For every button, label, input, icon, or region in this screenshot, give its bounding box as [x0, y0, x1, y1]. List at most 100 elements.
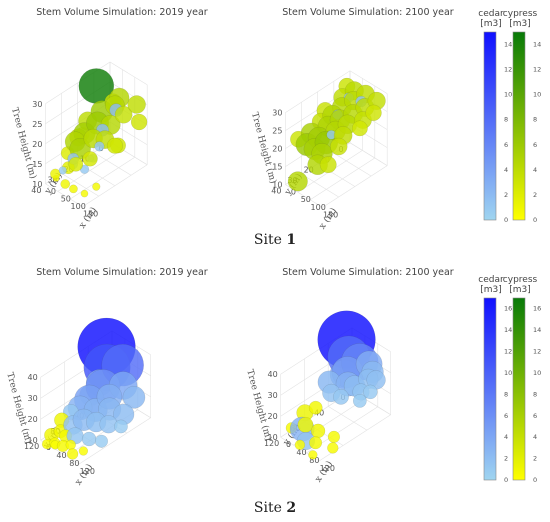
chart-3-title: Stem Volume Simulation: 2019 year — [36, 267, 208, 278]
cypress-point — [327, 430, 340, 443]
cypress-point — [114, 105, 133, 124]
cypress-colorbar-tick: 10 — [533, 91, 541, 99]
x-tick-label: 80 — [69, 459, 79, 468]
grid-line — [45, 183, 83, 207]
cypress-colorbar-tick: 2 — [533, 455, 537, 463]
x-tick-label: 100 — [71, 202, 86, 211]
chart-1: Stem Volume Simulation: 2019 year 10 15 20 2… — [9, 7, 208, 231]
grid-line — [328, 406, 368, 431]
x-tick-label: 80 — [309, 456, 319, 465]
cypress-point — [69, 184, 78, 194]
cypress-colorbar-tick: 14 — [533, 326, 541, 334]
cedar-colorbar-tick: 8 — [504, 116, 508, 124]
cedar-colorbar-tick: 14 — [504, 326, 512, 334]
chart-2-points — [287, 77, 386, 192]
z-tick-label: 30 — [268, 391, 278, 400]
cypress-colorbar-tick: 4 — [533, 166, 537, 174]
x-tick-label: 120 — [80, 467, 95, 476]
cypress-colorbar-tick: 10 — [533, 369, 541, 377]
y-tick-label: 120 — [264, 439, 279, 448]
cypress-point — [127, 95, 146, 114]
cedar-colorbar-tick: 10 — [504, 369, 512, 377]
colorbar-site-1: cedar[m3]02468101214cypress[m3]024681012… — [478, 9, 541, 224]
cedar-point — [95, 434, 108, 448]
cypress-point — [287, 171, 308, 192]
cypress-colorbar-title: [m3] — [509, 285, 531, 295]
z-tick-label: 40 — [28, 373, 38, 382]
cedar-colorbar-tick: 16 — [504, 305, 512, 313]
grid-line — [319, 414, 391, 462]
grid-line — [285, 70, 388, 113]
chart-1-points — [50, 68, 148, 198]
chart-4-points — [285, 310, 386, 460]
cypress-point — [308, 450, 318, 460]
cypress-colorbar — [512, 31, 526, 221]
cedar-colorbar-tick: 8 — [504, 390, 508, 398]
chart-3-points — [41, 317, 146, 460]
cypress-point — [351, 120, 368, 137]
cedar-colorbar-tick: 6 — [504, 412, 508, 420]
cedar-point — [94, 141, 105, 152]
z-tick-label: 20 — [28, 415, 38, 424]
z-tick-label: 20 — [268, 412, 278, 421]
cypress-point — [92, 182, 101, 191]
cypress-colorbar-tick: 16 — [533, 305, 541, 313]
grid-line — [82, 164, 148, 207]
cedar-colorbar — [483, 31, 497, 221]
x-tick-label: 40 — [296, 448, 306, 457]
z-tick-label: 30 — [28, 394, 38, 403]
site-2-caption-prefix: Site — [253, 500, 287, 516]
x-tick-label: 0 — [51, 187, 56, 196]
cedar-point — [352, 394, 367, 408]
cypress-colorbar-tick: 4 — [533, 433, 537, 441]
chart-2-title: Stem Volume Simulation: 2100 year — [282, 7, 454, 18]
z-tick-label: 10 — [272, 181, 282, 190]
cypress-colorbar-tick: 12 — [533, 66, 541, 74]
cypress-point — [50, 168, 61, 180]
y-tick-label: 40 — [271, 187, 281, 196]
y-tick-label: 30 — [47, 175, 57, 184]
grid-line — [45, 61, 148, 105]
cedar-colorbar-title: cedar — [478, 9, 504, 19]
cypress-colorbar-title: cypress — [503, 9, 538, 19]
cypress-colorbar-tick: 8 — [533, 390, 537, 398]
z-tick-label: 15 — [272, 163, 282, 172]
cypress-colorbar-tick: 12 — [533, 348, 541, 356]
colorbar-site-2: cedar[m3]0246810121416cypress[m3]0246810… — [478, 275, 541, 484]
y-tick-label: 40 — [31, 186, 41, 195]
grid-line — [93, 152, 132, 176]
y-tick-label: 120 — [24, 442, 39, 451]
cypress-colorbar-tick: 0 — [533, 216, 537, 224]
site-2-caption-number: 2 — [286, 500, 297, 516]
cypress-point — [82, 151, 98, 167]
z-tick-label: 25 — [32, 120, 42, 129]
grid-line — [322, 165, 388, 208]
cedar-colorbar-tick: 12 — [504, 66, 512, 74]
grid-line — [301, 173, 339, 198]
z-tick-label: 10 — [268, 433, 278, 442]
x-tick-label: 150 — [323, 210, 338, 219]
site-1-caption: Site 1 — [0, 232, 550, 248]
cypress-colorbar-tick: 8 — [533, 116, 537, 124]
cypress-point — [308, 400, 323, 415]
cedar-colorbar-tick: 12 — [504, 348, 512, 356]
z-axis-label: Tree Height (m) — [4, 371, 34, 445]
cedar-colorbar-title: [m3] — [480, 19, 502, 29]
cedar-colorbar-tick: 2 — [504, 191, 508, 199]
cedar-colorbar-title: [m3] — [480, 285, 502, 295]
cedar-colorbar-tick: 2 — [504, 455, 508, 463]
cypress-point — [68, 156, 84, 172]
chart-4: Stem Volume Simulation: 2100 year 10 20 30 4… — [244, 267, 454, 484]
cypress-point — [80, 189, 89, 198]
grid-line — [333, 152, 372, 177]
z-tick-label: 10 — [32, 180, 42, 189]
grid-line — [61, 173, 99, 197]
x-tick-label: 0 — [291, 188, 296, 197]
cedar-point — [58, 166, 67, 175]
cedar-point — [122, 385, 146, 409]
cypress-colorbar-tick: 6 — [533, 141, 537, 149]
cypress-colorbar — [512, 297, 526, 481]
z-tick-label: 10 — [28, 436, 38, 445]
cypress-colorbar-title: [m3] — [509, 19, 531, 29]
